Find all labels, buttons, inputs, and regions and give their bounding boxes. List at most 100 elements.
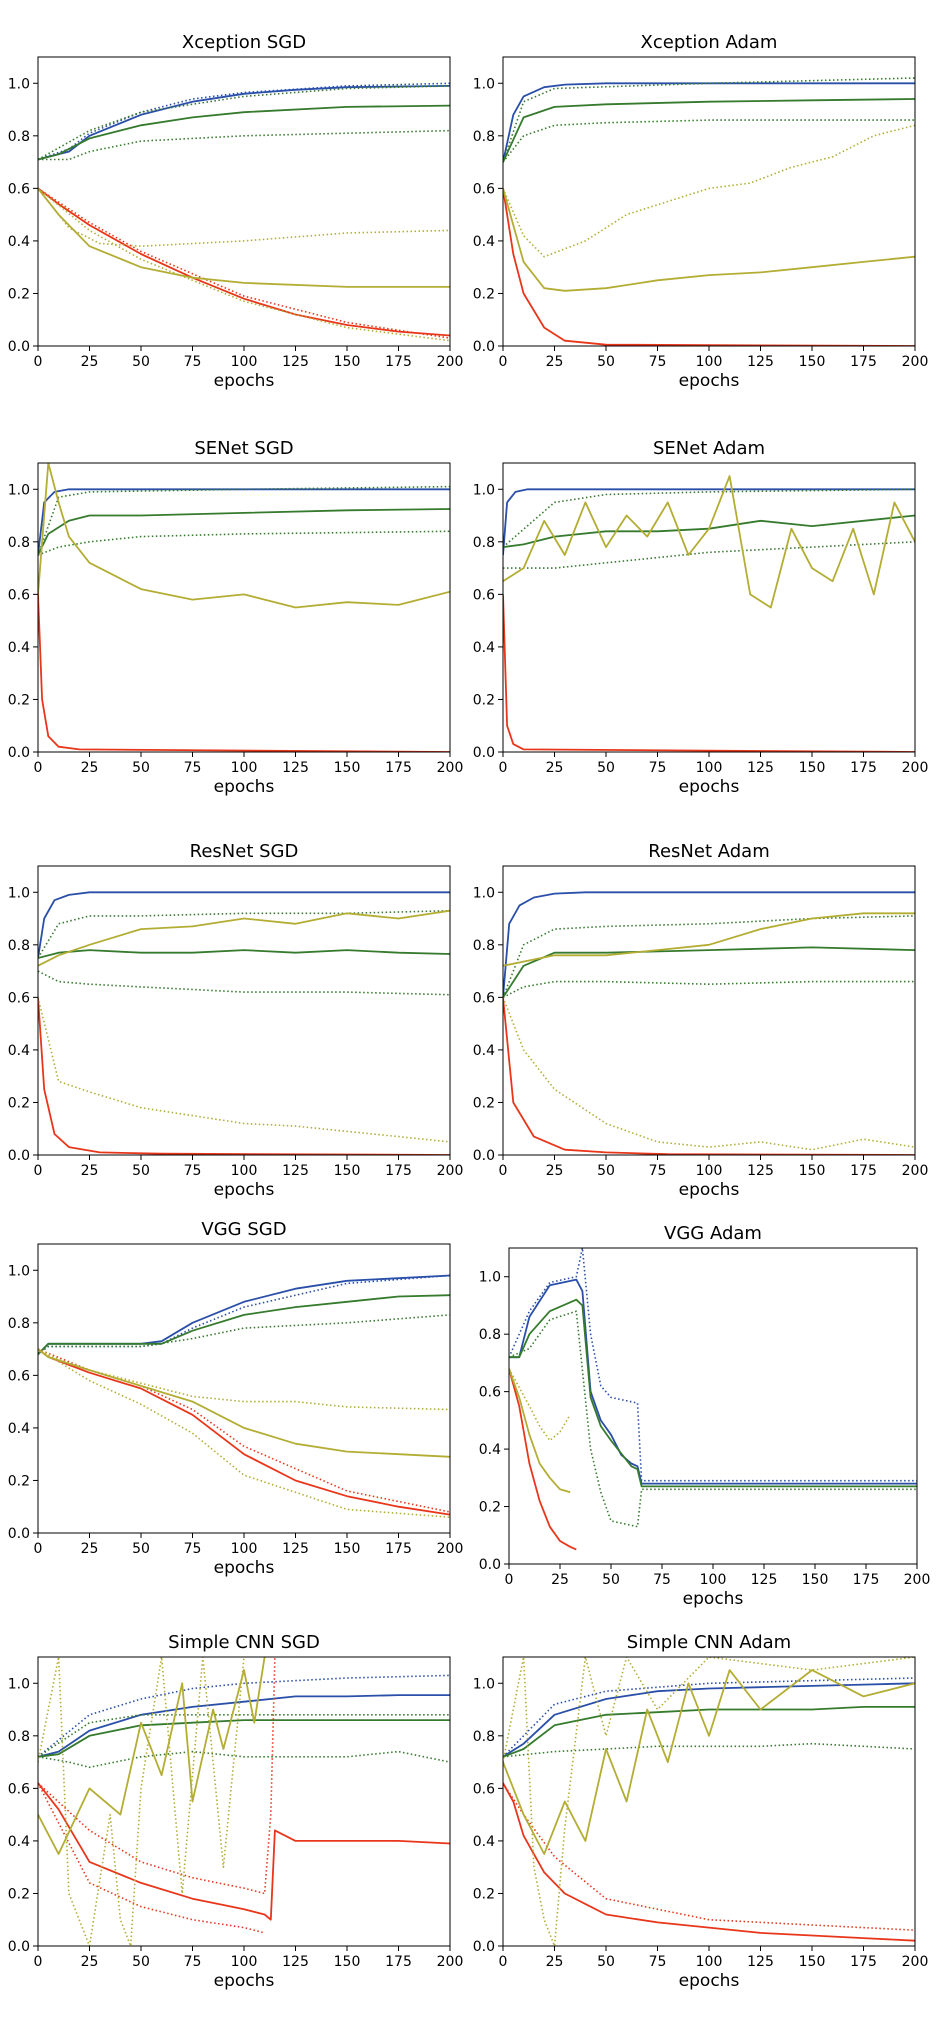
resnet-adam-val-accuracy-upper-line bbox=[503, 915, 915, 998]
resnet-sgd-panel: ResNet SGD 0 25 50 75 100 125 150 175 200 0.0 0.2 0.… bbox=[8, 841, 464, 1200]
simple-cnn-adam-train-loss-line bbox=[503, 1782, 915, 1942]
simple-cnn-adam-xtick-label: 25 bbox=[546, 1954, 564, 1970]
vgg-adam-xtick-label: 100 bbox=[700, 1572, 727, 1588]
resnet-adam-ytick-label: 0.2 bbox=[473, 1095, 495, 1111]
vgg-adam-ytick-label: 0.0 bbox=[479, 1557, 501, 1573]
xception-adam-ytick-label: 1.0 bbox=[473, 76, 495, 92]
simple-cnn-sgd-train-accuracy-upper-line bbox=[38, 1674, 450, 1758]
simple-cnn-adam-xtick-label: 125 bbox=[747, 1954, 774, 1970]
xception-sgd-val-loss-upper-line bbox=[38, 187, 450, 247]
xception-adam-ytick-label: 0.4 bbox=[473, 234, 495, 250]
xception-adam-val-loss-line bbox=[503, 188, 915, 292]
senet-sgd-val-accuracy-lower-line bbox=[38, 530, 450, 556]
xception-sgd-ytick-label: 0.8 bbox=[8, 129, 30, 145]
simple-cnn-sgd-val-accuracy-upper-line bbox=[38, 1714, 450, 1758]
senet-adam-ytick-label: 1.0 bbox=[473, 482, 495, 498]
xception-adam-title: Xception Adam bbox=[641, 32, 778, 53]
simple-cnn-sgd-xtick-label: 175 bbox=[385, 1954, 412, 1970]
senet-adam-xtick-label: 200 bbox=[902, 760, 929, 776]
vgg-sgd-ytick-label: 0.8 bbox=[8, 1316, 30, 1332]
simple-cnn-adam-xtick-label: 150 bbox=[799, 1954, 826, 1970]
simple-cnn-adam-xlabel: epochs bbox=[679, 1971, 740, 1991]
xception-sgd-ytick-label: 0.2 bbox=[8, 286, 30, 302]
resnet-adam-ytick-label: 0.8 bbox=[473, 938, 495, 954]
vgg-adam-val-accuracy-dev-line bbox=[509, 1310, 917, 1528]
xception-adam-val-accuracy-line bbox=[503, 98, 915, 163]
vgg-sgd-panel: VGG SGD 0 25 50 75 100 125 150 175 200 0.0 0.2 0.4 0.… bbox=[8, 1219, 464, 1578]
xception-adam-xtick-label: 0 bbox=[499, 354, 508, 370]
xception-adam-xtick-label: 175 bbox=[850, 354, 877, 370]
xception-sgd-val-accuracy-line bbox=[38, 104, 450, 161]
vgg-sgd-xlabel: epochs bbox=[214, 1558, 275, 1578]
simple-cnn-adam-val-accuracy-line bbox=[503, 1706, 915, 1758]
senet-adam-xtick-label: 25 bbox=[546, 760, 564, 776]
senet-adam-ytick-label: 0.0 bbox=[473, 745, 495, 761]
senet-adam-val-accuracy-line bbox=[503, 514, 915, 548]
resnet-adam-xtick-label: 150 bbox=[799, 1163, 826, 1179]
xception-adam-val-accuracy-upper-line bbox=[503, 77, 915, 163]
senet-sgd-val-accuracy-line bbox=[38, 508, 450, 556]
vgg-sgd-axes-frame bbox=[37, 1243, 451, 1534]
simple-cnn-adam-val-loss-line bbox=[503, 1669, 915, 1855]
resnet-adam-ytick-label: 1.0 bbox=[473, 885, 495, 901]
simple-cnn-adam-ytick-label: 0.4 bbox=[473, 1834, 495, 1850]
xception-sgd-xtick-label: 150 bbox=[334, 354, 361, 370]
resnet-adam-val-accuracy-line bbox=[503, 946, 915, 998]
vgg-sgd-xtick-label: 100 bbox=[231, 1541, 258, 1557]
xception-sgd-ytick-label: 0.6 bbox=[8, 181, 30, 197]
vgg-adam-xtick-label: 75 bbox=[653, 1572, 671, 1588]
vgg-sgd-xtick-label: 150 bbox=[334, 1541, 361, 1557]
senet-adam-xtick-label: 150 bbox=[799, 760, 826, 776]
senet-adam-panel: SENet Adam 0 25 50 75 100 125 150 175 200 0.0 0.2 0.… bbox=[473, 438, 929, 797]
vgg-adam-ytick-label: 0.4 bbox=[479, 1442, 501, 1458]
resnet-sgd-xtick-label: 100 bbox=[231, 1163, 258, 1179]
vgg-adam-train-loss-line bbox=[509, 1368, 577, 1551]
resnet-sgd-ytick-label: 0.0 bbox=[8, 1148, 30, 1164]
vgg-adam-title: VGG Adam bbox=[664, 1223, 762, 1244]
xception-sgd-xlabel: epochs bbox=[214, 371, 275, 391]
simple-cnn-adam-ytick-label: 0.0 bbox=[473, 1939, 495, 1955]
vgg-adam-xtick-label: 25 bbox=[551, 1572, 569, 1588]
xception-adam-xtick-label: 125 bbox=[747, 354, 774, 370]
vgg-sgd-train-loss-line bbox=[38, 1348, 450, 1516]
vgg-adam-val-accuracy-line bbox=[509, 1298, 917, 1488]
xception-sgd-xtick-label: 0 bbox=[34, 354, 43, 370]
senet-adam-ytick-label: 0.6 bbox=[473, 587, 495, 603]
resnet-sgd-train-loss-line bbox=[38, 997, 450, 1155]
vgg-adam-xtick-label: 200 bbox=[904, 1572, 931, 1588]
senet-sgd-xtick-label: 125 bbox=[282, 760, 309, 776]
senet-sgd-xtick-label: 175 bbox=[385, 760, 412, 776]
vgg-sgd-val-loss-upper-line bbox=[38, 1348, 450, 1411]
simple-cnn-sgd-train-accuracy-line bbox=[38, 1694, 450, 1758]
senet-sgd-xtick-label: 25 bbox=[81, 760, 99, 776]
vgg-sgd-xtick-label: 0 bbox=[34, 1541, 43, 1557]
resnet-sgd-xtick-label: 50 bbox=[132, 1163, 150, 1179]
senet-sgd-xtick-label: 50 bbox=[132, 760, 150, 776]
resnet-adam-xtick-label: 25 bbox=[546, 1163, 564, 1179]
resnet-adam-panel: ResNet Adam 0 25 50 75 100 125 150 175 200 0.0 0.2 0… bbox=[473, 841, 929, 1200]
resnet-adam-train-loss-line bbox=[503, 997, 915, 1155]
simple-cnn-sgd-xtick-label: 0 bbox=[34, 1954, 43, 1970]
vgg-adam-xtick-label: 175 bbox=[853, 1572, 880, 1588]
resnet-sgd-val-loss-lower-line bbox=[38, 997, 450, 1143]
senet-adam-xtick-label: 125 bbox=[747, 760, 774, 776]
resnet-sgd-title: ResNet SGD bbox=[190, 841, 299, 862]
senet-adam-xtick-label: 75 bbox=[649, 760, 667, 776]
resnet-sgd-xtick-label: 200 bbox=[437, 1163, 464, 1179]
vgg-sgd-xtick-label: 75 bbox=[184, 1541, 202, 1557]
simple-cnn-adam-xtick-label: 175 bbox=[850, 1954, 877, 1970]
simple-cnn-sgd-val-accuracy-line bbox=[38, 1719, 450, 1758]
senet-sgd-xtick-label: 0 bbox=[34, 760, 43, 776]
resnet-adam-train-accuracy-line bbox=[503, 891, 915, 998]
senet-sgd-xtick-label: 150 bbox=[334, 760, 361, 776]
simple-cnn-sgd-title: Simple CNN SGD bbox=[168, 1632, 320, 1653]
resnet-adam-val-accuracy-lower-line bbox=[503, 980, 915, 999]
simple-cnn-sgd-axes-frame bbox=[37, 1656, 451, 1947]
xception-sgd-train-accuracy-dev-line bbox=[38, 82, 450, 161]
xception-adam-xtick-label: 75 bbox=[649, 354, 667, 370]
vgg-adam-ytick-label: 0.2 bbox=[479, 1500, 501, 1516]
xception-adam-train-loss-line bbox=[503, 188, 915, 346]
simple-cnn-adam-xtick-label: 50 bbox=[597, 1954, 615, 1970]
simple-cnn-sgd-xtick-label: 50 bbox=[132, 1954, 150, 1970]
simple-cnn-sgd-ytick-label: 1.0 bbox=[8, 1676, 30, 1692]
